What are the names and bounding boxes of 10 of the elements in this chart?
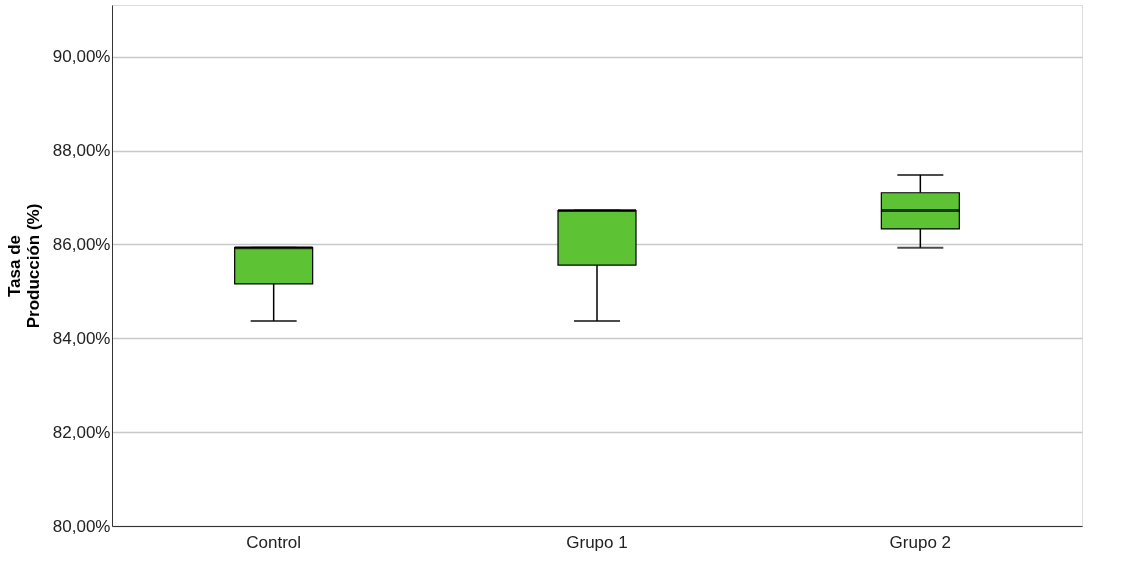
y-tick-label: 86,00% bbox=[52, 234, 111, 254]
x-tick-label: Grupo 1 bbox=[566, 532, 628, 552]
y-tick-label: 90,00% bbox=[52, 47, 111, 67]
y-tick-label: 84,00% bbox=[52, 328, 111, 348]
y-axis-title: Tasa de Producción (%) bbox=[4, 203, 43, 329]
y-tick-label: 88,00% bbox=[52, 141, 111, 160]
x-tick-label: Control bbox=[246, 532, 302, 552]
y-tick-label: 82,00% bbox=[52, 422, 111, 442]
y-tick-label: 80,00% bbox=[52, 516, 111, 536]
x-tick-label: Grupo 2 bbox=[889, 532, 952, 552]
